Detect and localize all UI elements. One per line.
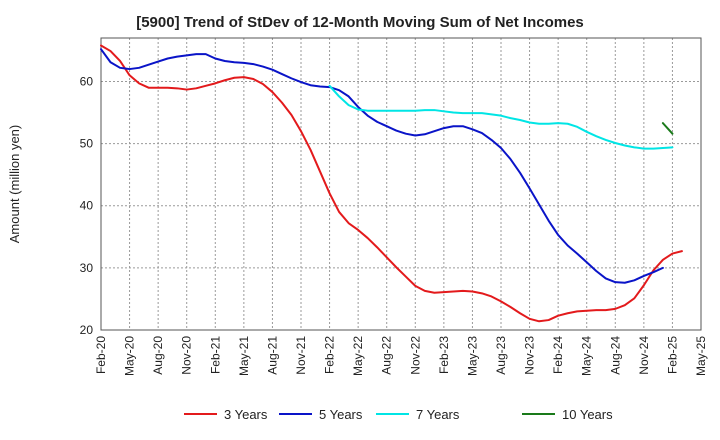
y-axis-label: Amount (million yen)	[7, 125, 22, 244]
x-tick-label: May-22	[351, 336, 365, 376]
x-tick-label: Nov-24	[637, 336, 651, 375]
x-tick-label: May-23	[465, 336, 479, 376]
series-line-7-years	[328, 84, 674, 150]
x-tick-label: Feb-21	[208, 336, 222, 374]
x-tick-label: Feb-23	[437, 336, 451, 374]
series-line-3-years	[100, 44, 683, 323]
x-tick-label: Feb-25	[665, 336, 679, 374]
series-line-5-years	[100, 48, 664, 284]
x-tick-label: May-24	[580, 336, 594, 376]
x-tick-label: Aug-23	[494, 336, 508, 375]
y-tick-label: 20	[80, 323, 94, 337]
plot-frame	[100, 37, 702, 331]
legend: 3 Years 5 Years 7 Years 10 Years	[184, 407, 613, 422]
gridlines	[101, 38, 701, 330]
x-tick-label: Feb-20	[94, 336, 108, 374]
y-tick-label: 50	[80, 137, 94, 151]
y-tick-label: 30	[80, 261, 94, 275]
x-tick-label: Aug-22	[380, 336, 394, 375]
x-tick-label: Aug-21	[265, 336, 279, 375]
legend-label: 3 Years	[224, 407, 268, 422]
x-tick-labels: Feb-20 May-20 Aug-20 Nov-20 Feb-21 May-21 Aug-…	[94, 336, 708, 376]
legend-label: 10 Years	[562, 407, 613, 422]
y-tick-label: 40	[80, 199, 94, 213]
x-tick-label: Nov-22	[408, 336, 422, 375]
x-tick-label: Feb-24	[551, 336, 565, 374]
series-lines	[100, 44, 683, 323]
legend-label: 5 Years	[319, 407, 363, 422]
x-tick-label: Nov-20	[180, 336, 194, 375]
chart-title: [5900] Trend of StDev of 12-Month Moving…	[136, 14, 584, 31]
legend-label: 7 Years	[416, 407, 460, 422]
x-tick-label: May-21	[237, 336, 251, 376]
x-tick-label: Nov-23	[523, 336, 537, 375]
x-tick-label: May-25	[694, 336, 708, 376]
x-tick-label: Nov-21	[294, 336, 308, 375]
x-tick-label: Aug-20	[151, 336, 165, 375]
x-tick-label: May-20	[123, 336, 137, 376]
x-tick-label: Aug-24	[608, 336, 622, 375]
x-tick-label: Feb-22	[323, 336, 337, 374]
y-tick-label: 60	[80, 74, 94, 88]
series-line-10-years	[661, 122, 674, 135]
y-tick-labels: 20 30 40 50 60	[80, 74, 94, 337]
